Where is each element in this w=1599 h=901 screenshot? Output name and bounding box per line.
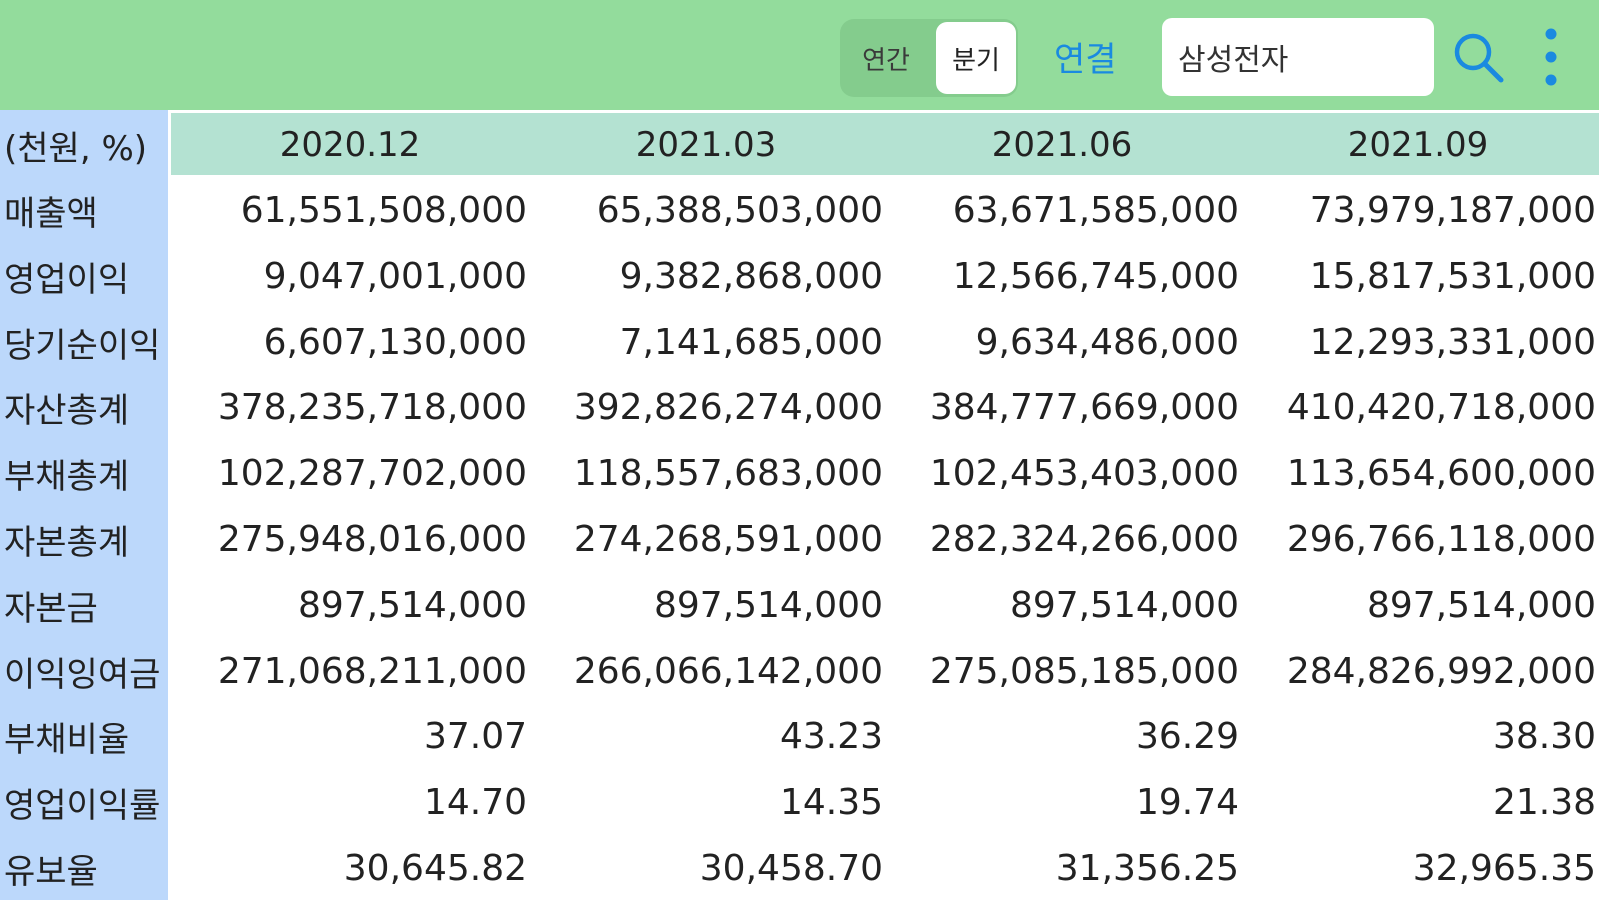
table-cell: 15,817,531,000 xyxy=(1309,255,1596,297)
row-label: 당기순이익 xyxy=(4,325,161,366)
search-icon[interactable] xyxy=(1451,30,1505,84)
more-vertical-icon[interactable] xyxy=(1538,26,1564,88)
table-cell: 65,388,503,000 xyxy=(596,189,883,231)
table-cell: 30,458.70 xyxy=(699,847,883,889)
table-cell: 31,356.25 xyxy=(1055,847,1239,889)
table-cell: 14.35 xyxy=(779,781,883,823)
row-header-column xyxy=(0,110,168,900)
quarter-tab[interactable]: 분기 xyxy=(936,22,1016,94)
period-header: 2020.12 xyxy=(279,125,421,165)
table-cell: 32,965.35 xyxy=(1412,847,1596,889)
row-label: 자본금 xyxy=(4,588,98,629)
table-cell: 12,566,745,000 xyxy=(952,255,1239,297)
table-cell: 37.07 xyxy=(423,715,527,757)
row-label: 영업이익 xyxy=(4,259,130,300)
row-label: 부채비율 xyxy=(4,719,130,760)
table-cell: 410,420,718,000 xyxy=(1286,386,1596,428)
table-cell: 38.30 xyxy=(1492,715,1596,757)
row-label: 이익잉여금 xyxy=(4,654,161,695)
table-cell: 102,287,702,000 xyxy=(217,452,527,494)
unit-label: (천원, %) xyxy=(4,128,148,169)
table-cell: 7,141,685,000 xyxy=(619,321,883,363)
table-cell: 113,654,600,000 xyxy=(1286,452,1596,494)
table-cell: 296,766,118,000 xyxy=(1286,518,1596,560)
table-cell: 282,324,266,000 xyxy=(929,518,1239,560)
table-cell: 275,948,016,000 xyxy=(217,518,527,560)
table-cell: 73,979,187,000 xyxy=(1309,189,1596,231)
row-label: 자본총계 xyxy=(4,522,130,563)
table-cell: 63,671,585,000 xyxy=(952,189,1239,231)
row-label: 유보율 xyxy=(4,851,98,892)
table-cell: 897,514,000 xyxy=(653,584,883,626)
table-cell: 19.74 xyxy=(1135,781,1239,823)
period-header: 2021.03 xyxy=(635,125,777,165)
table-cell: 378,235,718,000 xyxy=(217,386,527,428)
table-cell: 9,382,868,000 xyxy=(619,255,883,297)
period-header-band xyxy=(171,113,1599,175)
row-label: 부채총계 xyxy=(4,456,130,497)
table-cell: 118,557,683,000 xyxy=(573,452,883,494)
top-toolbar: 연간 분기 연결 삼성전자 xyxy=(0,0,1599,110)
consolidated-toggle[interactable]: 연결 xyxy=(1054,39,1117,80)
period-segmented-control: 연간 분기 xyxy=(840,19,1018,97)
company-search-input[interactable]: 삼성전자 xyxy=(1162,18,1434,96)
table-cell: 275,085,185,000 xyxy=(929,650,1239,692)
table-cell: 274,268,591,000 xyxy=(573,518,883,560)
row-label: 자산총계 xyxy=(4,390,130,431)
table-cell: 6,607,130,000 xyxy=(263,321,527,363)
table-cell: 9,634,486,000 xyxy=(975,321,1239,363)
row-label: 영업이익률 xyxy=(4,785,161,826)
table-cell: 9,047,001,000 xyxy=(263,255,527,297)
table-cell: 897,514,000 xyxy=(297,584,527,626)
table-cell: 21.38 xyxy=(1492,781,1596,823)
table-cell: 12,293,331,000 xyxy=(1309,321,1596,363)
table-cell: 384,777,669,000 xyxy=(929,386,1239,428)
annual-tab[interactable]: 연간 xyxy=(862,45,910,76)
table-cell: 392,826,274,000 xyxy=(573,386,883,428)
table-cell: 897,514,000 xyxy=(1009,584,1239,626)
table-cell: 897,514,000 xyxy=(1366,584,1596,626)
table-cell: 266,066,142,000 xyxy=(573,650,883,692)
table-cell: 14.70 xyxy=(423,781,527,823)
table-cell: 284,826,992,000 xyxy=(1286,650,1596,692)
table-cell: 43.23 xyxy=(779,715,883,757)
table-cell: 30,645.82 xyxy=(343,847,527,889)
period-header: 2021.06 xyxy=(991,125,1133,165)
table-cell: 36.29 xyxy=(1135,715,1239,757)
period-header: 2021.09 xyxy=(1347,125,1489,165)
table-cell: 102,453,403,000 xyxy=(929,452,1239,494)
row-label: 매출액 xyxy=(4,193,98,234)
table-cell: 61,551,508,000 xyxy=(240,189,527,231)
table-cell: 271,068,211,000 xyxy=(217,650,527,692)
